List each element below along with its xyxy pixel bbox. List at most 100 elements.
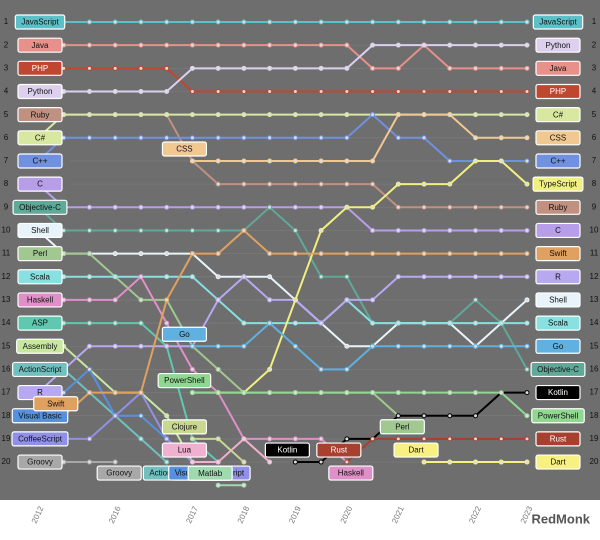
language-label-text: C	[555, 226, 561, 235]
series-point	[138, 42, 144, 48]
series-point	[318, 158, 324, 164]
language-label-box	[17, 292, 63, 308]
y-tick-label: 17	[2, 388, 11, 397]
language-label: Groovy	[17, 454, 63, 470]
language-label-text: Visual Basic	[18, 411, 61, 420]
series-point	[447, 181, 453, 187]
y-tick-label: 14	[2, 318, 11, 327]
language-label-text: R	[37, 388, 43, 397]
series-point	[292, 459, 298, 465]
series-point	[318, 88, 324, 94]
series-point	[164, 227, 170, 233]
series-point	[241, 320, 247, 326]
series-point	[189, 42, 195, 48]
language-label-text: Clojure	[172, 423, 198, 432]
series-point	[370, 42, 376, 48]
series-point	[189, 158, 195, 164]
series-point	[524, 42, 530, 48]
language-label-box	[530, 361, 586, 378]
language-label-text: Java	[550, 64, 567, 73]
language-label-box	[161, 326, 208, 342]
series-point	[215, 19, 221, 25]
language-label-text: Groovy	[27, 458, 53, 467]
series-point	[318, 65, 324, 71]
series-point	[292, 135, 298, 141]
y-tick-label: 8	[4, 179, 9, 188]
series-point	[473, 320, 479, 326]
series-point	[344, 436, 350, 442]
language-label-text: Shell	[549, 296, 567, 305]
series-point	[112, 274, 118, 280]
series-point	[344, 158, 350, 164]
series-point	[318, 320, 324, 326]
language-label: Dart	[393, 442, 439, 458]
series-point	[86, 65, 92, 71]
series-point	[292, 390, 298, 396]
language-label: C	[535, 222, 581, 239]
language-label-text: Ruby	[549, 203, 568, 212]
series-line	[192, 321, 527, 371]
series-point	[421, 181, 427, 187]
series-point	[215, 227, 221, 233]
language-label-box	[535, 384, 581, 401]
y-tick-label: 2	[4, 40, 9, 49]
series-point	[473, 274, 479, 280]
series-point	[138, 297, 144, 303]
y-tick-label: 8	[592, 179, 597, 188]
language-label: Scala	[535, 315, 581, 331]
language-label: C	[17, 176, 63, 192]
series-point	[241, 274, 247, 280]
series-point	[215, 88, 221, 94]
series-point	[370, 112, 376, 118]
language-label-text: Shell	[31, 226, 49, 235]
series-point	[86, 274, 92, 280]
series-point	[215, 112, 221, 118]
series-point	[292, 343, 298, 349]
language-label-box	[16, 338, 64, 354]
y-tick-label: 15	[2, 341, 11, 350]
series-point	[473, 204, 479, 210]
series-point	[138, 251, 144, 257]
y-tick-label: 15	[590, 341, 599, 350]
series-point	[498, 65, 504, 71]
series-point	[344, 19, 350, 25]
language-label-box	[17, 176, 63, 192]
language-label-text: C#	[35, 133, 46, 142]
language-label: Objective-C	[12, 199, 68, 215]
series-point	[395, 19, 401, 25]
series-point	[447, 320, 453, 326]
language-label: PHP	[535, 83, 581, 100]
series-point	[421, 112, 427, 118]
series-point	[267, 19, 273, 25]
series-point	[164, 19, 170, 25]
language-label: Swift	[33, 396, 79, 412]
y-tick-label: 11	[590, 249, 599, 258]
series-point	[189, 390, 195, 396]
series-point	[241, 390, 247, 396]
series-point	[189, 88, 195, 94]
series-point	[318, 42, 324, 48]
language-label: Kotlin	[535, 384, 581, 401]
language-label-text: Perl	[33, 249, 47, 258]
language-label-box	[17, 83, 63, 100]
series-point	[292, 42, 298, 48]
language-label-text: Scala	[548, 319, 569, 328]
series-point	[189, 204, 195, 210]
x-tick-label: 2018	[236, 504, 252, 524]
series-point	[241, 459, 247, 465]
series-point	[524, 366, 530, 372]
y-tick-label: 1	[592, 17, 597, 26]
y-tick-label: 7	[4, 156, 9, 165]
series-point	[447, 251, 453, 257]
series-point	[370, 181, 376, 187]
language-label-box	[161, 141, 208, 157]
language-label-text: C#	[553, 110, 564, 119]
y-tick-label: 17	[590, 388, 599, 397]
language-label: Haskell	[328, 465, 374, 481]
series-point	[164, 274, 170, 280]
language-label-text: Objective-C	[537, 365, 579, 374]
series-point	[292, 88, 298, 94]
language-label: Java	[17, 37, 63, 53]
y-tick-label: 4	[592, 87, 597, 96]
